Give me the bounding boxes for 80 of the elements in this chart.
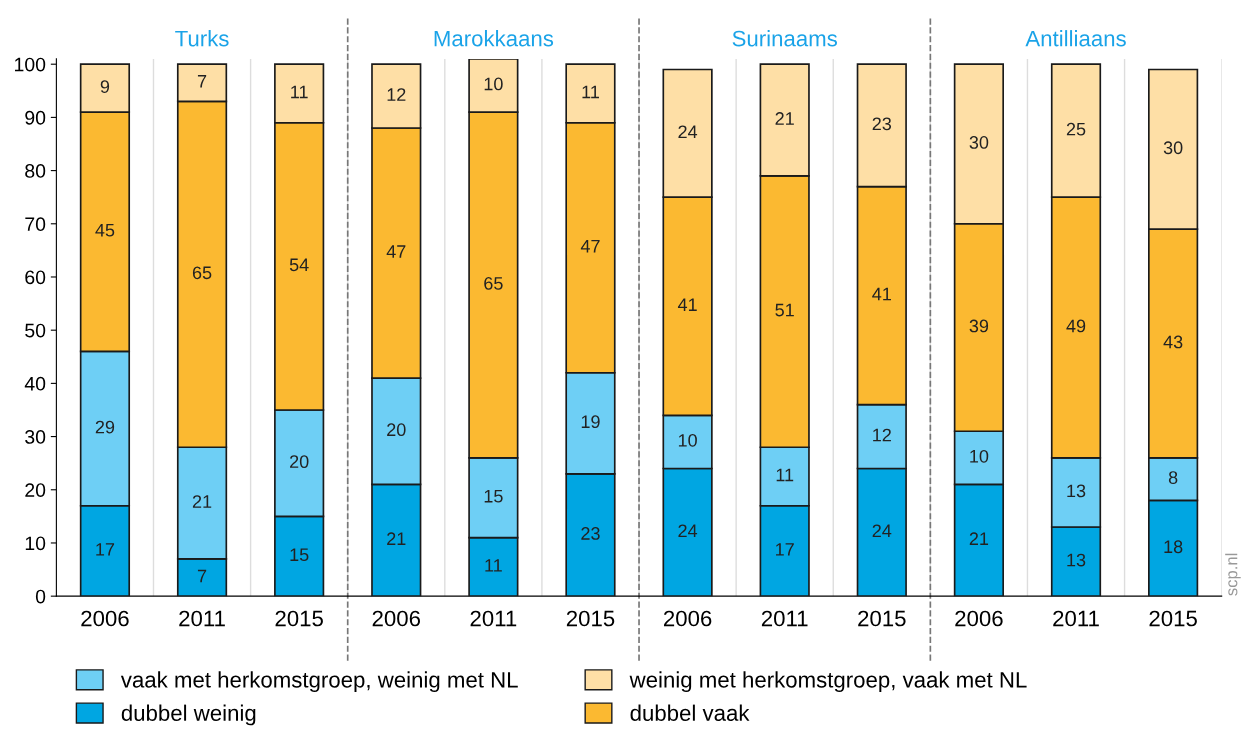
x-tick-label: 2011 <box>1053 610 1099 627</box>
data-label: 10 <box>484 77 503 91</box>
data-label: 54 <box>289 258 309 272</box>
x-tick-label: 2006 <box>81 610 129 627</box>
data-label: 25 <box>1066 122 1086 136</box>
y-tick-label: 10 <box>25 536 46 551</box>
data-label: 45 <box>95 224 115 237</box>
data-label: 30 <box>969 136 989 149</box>
y-tick-label: 100 <box>15 57 46 72</box>
data-label: 23 <box>872 117 892 131</box>
y-tick-label: 60 <box>25 270 46 285</box>
x-tick-label: 2015 <box>858 610 906 627</box>
x-tick-label: 2006 <box>663 610 712 627</box>
data-label: 11 <box>485 559 502 572</box>
y-tick-label: 0 <box>35 589 46 604</box>
x-tick-label: 2011 <box>470 610 517 627</box>
legend-label: dubbel vaak <box>630 704 750 721</box>
data-label: 65 <box>192 266 212 280</box>
text: scp.nl <box>1225 553 1241 596</box>
data-label: 41 <box>872 287 891 301</box>
data-label: 15 <box>290 548 309 562</box>
data-label: 51 <box>775 303 794 317</box>
data-label: 39 <box>969 319 989 333</box>
text: Marokkaans <box>434 30 554 47</box>
data-label: 17 <box>776 543 794 556</box>
data-label: 9 <box>100 80 110 93</box>
data-label: 11 <box>776 468 794 482</box>
legend-label: weinig met herkomstgroep, vaak met NL <box>629 671 1027 693</box>
data-label: 10 <box>970 449 989 463</box>
data-label: 7 <box>197 75 207 88</box>
text: Turks <box>175 30 229 47</box>
data-label: 24 <box>678 125 698 139</box>
legend-label: dubbel weinig <box>121 704 256 726</box>
text: Antilliaans <box>1025 30 1126 47</box>
data-label: 17 <box>96 543 115 556</box>
y-tick-label: 70 <box>25 217 46 232</box>
data-label: 12 <box>873 428 891 442</box>
data-label: 11 <box>582 85 599 99</box>
y-tick-label: 20 <box>25 483 46 497</box>
data-label: 47 <box>386 245 406 258</box>
data-label: 43 <box>1163 335 1183 349</box>
data-label: 24 <box>678 524 698 537</box>
data-label: 19 <box>581 415 600 429</box>
data-label: 30 <box>1163 141 1183 155</box>
data-label: 21 <box>192 495 212 508</box>
x-tick-label: 2015 <box>275 610 323 627</box>
x-tick-label: 2006 <box>372 610 420 627</box>
data-label: 24 <box>872 524 892 537</box>
data-label: 49 <box>1066 319 1086 333</box>
data-label: 7 <box>197 569 207 583</box>
data-label: 20 <box>387 423 406 437</box>
data-label: 13 <box>1067 553 1086 567</box>
y-tick-label: 40 <box>24 376 46 391</box>
x-tick-label: 2006 <box>955 610 1003 627</box>
data-label: 41 <box>677 298 697 311</box>
data-label: 13 <box>1067 484 1086 498</box>
data-label: 15 <box>484 489 503 503</box>
text: Surinaams <box>732 30 837 47</box>
data-label: 29 <box>95 420 115 434</box>
data-label: 18 <box>1164 540 1183 554</box>
x-tick-label: 2015 <box>566 610 615 627</box>
data-label: 12 <box>387 88 406 101</box>
y-tick-label: 30 <box>25 430 46 444</box>
x-tick-label: 2011 <box>179 610 225 627</box>
data-label: 21 <box>775 112 794 125</box>
data-label: 20 <box>290 455 309 469</box>
data-label: 23 <box>581 527 600 540</box>
x-tick-label: 2015 <box>1149 610 1197 627</box>
data-label: 11 <box>291 85 308 99</box>
data-label: 21 <box>969 532 989 545</box>
data-label: 47 <box>580 239 600 253</box>
data-label: 10 <box>678 433 697 447</box>
data-label: 65 <box>484 277 503 290</box>
y-tick-label: 80 <box>25 164 46 178</box>
data-label: 21 <box>387 532 406 545</box>
legend-label: vaak met herkomstgroep, weinig met NL <box>120 671 518 693</box>
data-label: 8 <box>1168 471 1178 484</box>
y-tick-label: 90 <box>25 110 46 125</box>
y-tick-label: 50 <box>25 323 46 338</box>
x-tick-label: 2011 <box>761 610 808 627</box>
